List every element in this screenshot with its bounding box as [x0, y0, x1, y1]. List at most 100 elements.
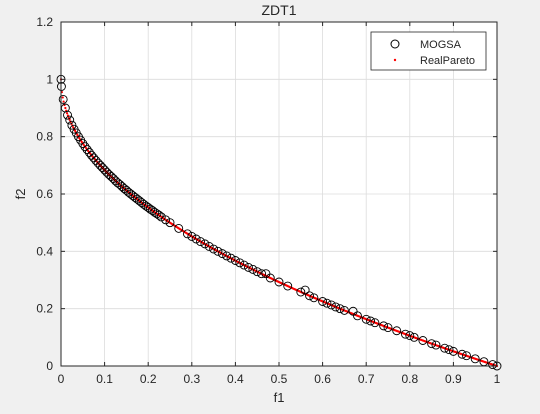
mogsa-point	[457, 349, 467, 359]
realpareto-point	[72, 126, 75, 129]
mogsa-point	[150, 207, 160, 217]
mogsa-point	[431, 340, 441, 350]
y-tick-label: 0.4	[36, 244, 53, 258]
mogsa-point	[427, 339, 437, 349]
mogsa-point	[217, 249, 227, 259]
x-tick-label: 0.3	[183, 372, 200, 386]
mogsa-point	[84, 147, 94, 157]
x-tick-label: 0.9	[445, 372, 462, 386]
y-tick-label: 1.2	[36, 15, 53, 29]
y-tick-label: 0.2	[36, 302, 53, 316]
y-tick-label: 0.6	[36, 187, 53, 201]
mogsa-point	[156, 212, 166, 222]
realpareto-point	[67, 116, 70, 119]
y-tick-label: 0	[46, 359, 53, 373]
mogsa-point	[230, 256, 240, 265]
mogsa-point	[82, 145, 92, 155]
mogsa-point	[80, 142, 90, 152]
legend-box	[370, 31, 487, 71]
mogsa-point	[204, 242, 214, 251]
mogsa-point	[161, 215, 171, 225]
mogsa-point	[331, 302, 341, 312]
mogsa-point	[335, 304, 345, 314]
legend-mogsa-label: MOGSA	[420, 39, 462, 51]
legend-realpareto-label: RealPareto	[420, 55, 475, 67]
mogsa-point	[239, 260, 249, 270]
mogsa-point	[353, 311, 362, 321]
mogsa-point	[191, 234, 201, 244]
axis-ticks: 0 0.1 0.2 0.3 0.4 0.5 0.6 0.7 0.8 0.9 1 0 0.2 0.4 0.6 0…	[36, 15, 500, 386]
mogsa-point	[326, 300, 336, 310]
mogsa-point	[235, 258, 245, 268]
x-tick-label: 0.7	[358, 372, 375, 386]
x-axis-label: f1	[274, 390, 285, 405]
mogsa-series	[56, 74, 502, 371]
mogsa-point	[257, 269, 267, 279]
mogsa-point	[383, 323, 393, 333]
x-tick-label: 0.2	[140, 372, 157, 386]
mogsa-point	[405, 331, 415, 341]
x-tick-label: 0.1	[96, 372, 113, 386]
mogsa-point	[274, 277, 284, 287]
mogsa-point	[283, 281, 293, 291]
mogsa-point	[89, 153, 99, 163]
mogsa-point	[409, 332, 419, 342]
y-tick-label: 0.8	[36, 130, 53, 144]
mogsa-point	[339, 305, 349, 315]
mogsa-point	[370, 318, 380, 328]
mogsa-point	[379, 321, 389, 331]
mogsa-point	[213, 246, 223, 256]
mogsa-point	[165, 218, 175, 228]
mogsa-point	[462, 351, 471, 361]
mogsa-point	[65, 115, 75, 125]
y-tick-label: 1	[46, 72, 53, 86]
mogsa-point	[296, 287, 306, 297]
y-axis-label: f2	[13, 189, 28, 200]
mogsa-point	[300, 285, 310, 295]
mogsa-point	[318, 297, 328, 306]
mogsa-point	[366, 316, 376, 326]
mogsa-point	[78, 139, 88, 149]
realpareto-point	[64, 106, 67, 110]
x-tick-label: 0	[58, 372, 65, 386]
legend-mogsa-marker-icon	[390, 39, 400, 49]
mogsa-point	[63, 110, 72, 120]
realpareto-point	[61, 96, 64, 99]
legend[interactable]: MOGSA RealPareto	[370, 31, 487, 71]
x-tick-label: 1	[494, 372, 501, 386]
mogsa-point	[182, 229, 192, 239]
mogsa-point	[305, 291, 314, 301]
mogsa-point	[248, 264, 258, 274]
x-tick-label: 0.6	[314, 372, 331, 386]
x-tick-label: 0.4	[227, 372, 244, 386]
realpareto-point	[68, 118, 71, 121]
mogsa-point	[154, 210, 164, 220]
mogsa-point	[187, 231, 197, 241]
mogsa-point	[361, 314, 371, 324]
mogsa-point	[174, 223, 184, 233]
x-tick-label: 0.5	[271, 372, 288, 386]
mogsa-point	[418, 336, 428, 345]
mogsa-point	[322, 298, 332, 308]
mogsa-point	[440, 343, 450, 353]
mogsa-point	[400, 329, 410, 339]
mogsa-point	[209, 244, 219, 254]
mogsa-point	[222, 251, 232, 261]
mogsa-point	[58, 94, 68, 104]
mogsa-point	[444, 345, 454, 355]
mogsa-point	[196, 237, 205, 247]
mogsa-point	[87, 150, 96, 160]
legend-realpareto-marker-icon	[393, 58, 397, 62]
mogsa-point	[309, 293, 319, 303]
mogsa-point	[200, 239, 210, 249]
x-tick-label: 0.8	[401, 372, 418, 386]
mogsa-point	[265, 273, 275, 283]
mogsa-point	[470, 354, 480, 364]
realpareto-point	[62, 100, 65, 103]
chart-title: ZDT1	[262, 2, 297, 18]
mogsa-point	[392, 326, 402, 336]
mogsa-point	[252, 267, 262, 277]
mogsa-point	[226, 253, 236, 263]
